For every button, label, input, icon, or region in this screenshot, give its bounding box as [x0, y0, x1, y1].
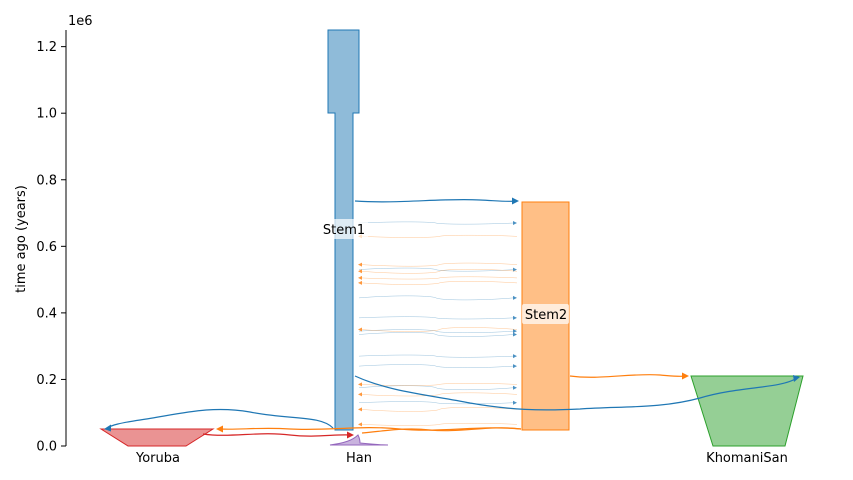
arrowhead-stem2: [512, 197, 519, 205]
migration-arrowhead: [358, 269, 362, 274]
split-yoruba-to-han: [202, 433, 351, 437]
migration-arrowhead: [358, 382, 362, 387]
migration-stem1-to-stem2: [358, 401, 514, 405]
migration-stem2-to-stem1: [361, 234, 518, 238]
y-tick-label: 1.2: [36, 40, 57, 55]
migration-arrowhead: [513, 329, 517, 334]
migration-arrowhead: [513, 400, 517, 405]
y-axis-label: time ago (years): [14, 185, 29, 293]
migration-arrowhead: [513, 354, 517, 359]
migration-arrowhead: [513, 221, 517, 226]
migration-arrowhead: [358, 422, 362, 427]
migration-stem2-to-stem1: [361, 276, 518, 280]
y-tick-label: 0.6: [36, 240, 57, 255]
y-tick-label: 0.8: [36, 173, 57, 188]
split-arrows: [106, 198, 798, 437]
y-axis: 0.0 0.2 0.4 0.6 0.8 1.0 1.2 1e6 time ago (year…: [14, 14, 93, 455]
stem1-label-bg: [321, 219, 368, 239]
deme-han-shape: [329, 434, 389, 446]
migration-arrowhead: [358, 392, 362, 397]
migration-stem1-to-stem2: [358, 385, 514, 391]
migration-arrowhead: [358, 262, 362, 267]
migration-stem1-to-stem2: [358, 295, 514, 301]
migration-stem1-to-stem2: [358, 364, 514, 368]
split-arrowheads: [104, 197, 800, 439]
migration-stem1-to-stem2: [358, 329, 514, 333]
arrowhead-yoruba-orange: [216, 425, 223, 433]
migration-stem2-to-stem1: [361, 407, 518, 412]
deme-labels: Stem1 Stem2 KhomaniSan Yoruba Han: [135, 219, 788, 466]
y-tick-label: 0.2: [36, 373, 57, 388]
migration-stem1-to-stem2: [358, 332, 514, 337]
arrowhead-khomanisan-blue: [793, 375, 800, 382]
stem2-label: Stem2: [525, 308, 567, 323]
migration-arrowhead: [358, 280, 362, 285]
migration-arrowhead: [358, 327, 362, 332]
deme-khomanisan-shape: [690, 375, 804, 447]
migration-lines: [358, 221, 518, 427]
stem2-label-bg: [522, 304, 569, 324]
migration-stem1-to-stem2: [358, 354, 514, 358]
migration-stem2-to-stem1: [361, 269, 518, 274]
khomanisan-label: KhomaniSan: [706, 451, 788, 466]
split-stem1-to-stem2: [354, 198, 517, 203]
migration-stem2-to-stem1: [361, 383, 518, 386]
migration-arrowhead: [513, 364, 517, 369]
migration-arrowhead: [358, 407, 362, 412]
migration-stem2-to-stem1: [361, 281, 518, 285]
migration-arrowhead: [513, 332, 517, 337]
migration-stem2-to-stem1: [361, 423, 518, 426]
split-stem1-to-yoruba: [106, 408, 334, 429]
deme-yoruba-shape: [99, 428, 215, 447]
migration-stem1-to-stem2: [358, 221, 514, 225]
split-stem1-to-khomanisan: [354, 375, 798, 411]
migration-stem2-to-stem1: [361, 392, 518, 397]
arrowhead-han-red: [347, 431, 354, 439]
stem1-label: Stem1: [323, 223, 365, 238]
migration-arrowhead: [513, 267, 517, 272]
yoruba-label: Yoruba: [135, 451, 180, 466]
migration-arrowhead: [513, 295, 517, 300]
migration-stem2-to-stem1: [361, 262, 518, 267]
y-tick-label: 0.0: [36, 440, 57, 455]
han-label: Han: [346, 451, 372, 466]
migration-arrowhead: [513, 385, 517, 390]
migration-arrowhead: [513, 315, 517, 320]
migration-arrowhead: [358, 275, 362, 280]
y-ticks: 0.0 0.2 0.4 0.6 0.8 1.0 1.2: [36, 40, 66, 455]
y-axis-scale-label: 1e6: [68, 14, 93, 29]
y-tick-label: 1.0: [36, 107, 57, 122]
split-stem2-to-yoruba: [219, 426, 522, 431]
split-stem2-to-han: [361, 427, 522, 434]
arrowhead-yoruba-blue: [104, 424, 111, 432]
migration-stem2-to-stem1: [361, 327, 518, 332]
migration-stem1-to-stem2: [358, 267, 514, 272]
arrowhead-khomanisan-orange: [682, 372, 689, 380]
y-tick-label: 0.4: [36, 306, 57, 321]
split-stem2-to-khomanisan: [569, 374, 687, 378]
migration-stem1-to-stem2: [358, 316, 514, 320]
